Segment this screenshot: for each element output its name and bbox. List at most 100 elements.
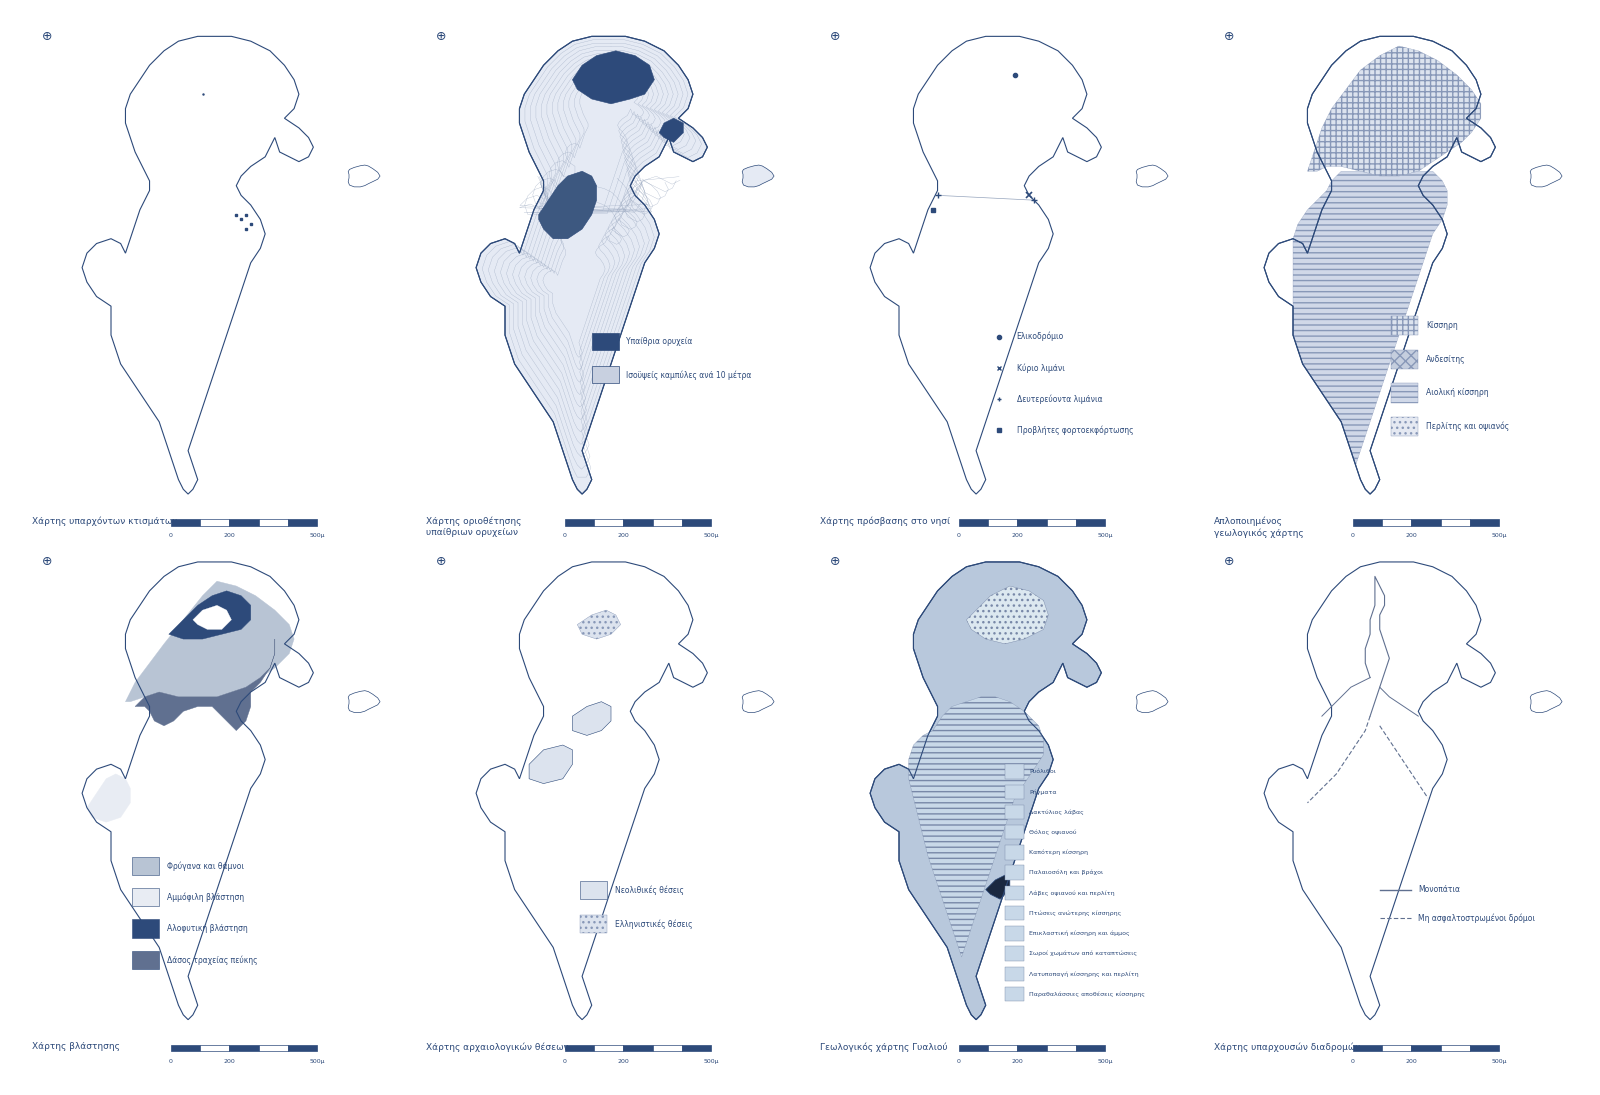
Bar [1005,764,1024,779]
Text: Χάρτης βλάστησης: Χάρτης βλάστησης [32,1042,120,1051]
Text: Χάρτης υπαρχόντων κτισμάτων: Χάρτης υπαρχόντων κτισμάτων [32,517,178,527]
Polygon shape [477,562,707,1019]
Polygon shape [539,171,597,239]
Text: Αλοφυτική βλάστηση: Αλοφυτική βλάστηση [166,924,248,933]
Text: Λάβες οψιανού και περλίτη: Λάβες οψιανού και περλίτη [1029,890,1115,896]
Polygon shape [349,165,381,187]
Text: 200: 200 [618,1059,629,1064]
Text: ⊕: ⊕ [435,30,446,43]
Text: Σωροί χωμάτων από καταπτώσεις: Σωροί χωμάτων από καταπτώσεις [1029,950,1138,956]
Text: ⊕: ⊕ [830,30,840,43]
Text: Γεωλογικός χάρτης Γυαλιού: Γεωλογικός χάρτης Γυαλιού [819,1042,947,1052]
Bar [1005,886,1024,900]
Polygon shape [659,118,683,142]
Bar [1005,946,1024,961]
Polygon shape [125,581,294,702]
Polygon shape [578,610,621,639]
Polygon shape [966,586,1048,644]
Bar [133,888,158,907]
Polygon shape [194,606,232,630]
Polygon shape [349,691,381,713]
Text: 200: 200 [618,533,629,539]
Text: Ισοϋψείς καμπύλες ανά 10 μέτρα: Ισοϋψείς καμπύλες ανά 10 μέτρα [627,370,752,380]
Text: Λατυποπαγή κίσσηρης και περλίτη: Λατυποπαγή κίσσηρης και περλίτη [1029,971,1139,977]
Polygon shape [742,691,774,713]
Polygon shape [909,696,1043,957]
Polygon shape [170,591,251,639]
Text: Ρήγματα: Ρήγματα [1029,789,1056,795]
Polygon shape [573,702,611,736]
Text: Ρυόλιθοι: Ρυόλιθοι [1029,769,1056,774]
Bar [1392,417,1418,436]
Text: 500μ: 500μ [1098,533,1114,539]
Polygon shape [530,745,573,784]
Bar [133,920,158,937]
Bar [1005,784,1024,799]
Text: ⊕: ⊕ [1224,30,1235,43]
Text: 500μ: 500μ [1491,1059,1507,1064]
Bar [1005,967,1024,981]
Text: Προβλήτες φορτοεκφόρτωσης: Προβλήτες φορτοεκφόρτωσης [1016,426,1133,435]
Bar [1005,865,1024,880]
Text: Υπαίθρια ορυχεία: Υπαίθρια ορυχεία [627,337,693,346]
Polygon shape [82,36,314,494]
Bar [1392,383,1418,403]
Text: Απλοποιημένος
γεωλογικός χάρτης: Απλοποιημένος γεωλογικός χάρτης [1214,517,1304,538]
Text: 200: 200 [1011,533,1024,539]
Bar [1005,845,1024,860]
Text: 0: 0 [957,533,960,539]
Text: 500μ: 500μ [704,533,718,539]
Text: Ανδεσίτης: Ανδεσίτης [1426,355,1466,364]
Text: 200: 200 [1405,1059,1418,1064]
Bar [1392,349,1418,369]
Text: 200: 200 [224,1059,235,1064]
Text: 0: 0 [168,1059,173,1064]
Text: ⊕: ⊕ [830,555,840,568]
Text: 0: 0 [957,1059,960,1064]
Text: Φρύγανα και θάμνοι: Φρύγανα και θάμνοι [166,862,243,871]
Bar [133,856,158,875]
Polygon shape [1530,691,1562,713]
Bar [1005,805,1024,819]
Bar [1005,987,1024,1001]
Polygon shape [870,562,1101,1019]
Bar [1392,315,1418,335]
Text: Ελικοδρόμιο: Ελικοδρόμιο [1016,332,1064,342]
Polygon shape [1264,562,1496,1019]
Polygon shape [477,36,707,494]
Text: 200: 200 [1011,1059,1024,1064]
Text: Επικλαστική κίσσηρη και άμμος: Επικλαστική κίσσηρη και άμμος [1029,931,1130,936]
Text: Δακτύλιος λάβας: Δακτύλιος λάβας [1029,809,1083,815]
Text: ⊕: ⊕ [1224,555,1235,568]
Text: Καπότερη κίσσηρη: Καπότερη κίσσηρη [1029,850,1088,855]
Text: Πτώσεις ανώτερης κίσσηρης: Πτώσεις ανώτερης κίσσηρης [1029,910,1122,915]
Text: 200: 200 [224,533,235,539]
Polygon shape [1307,46,1482,176]
Text: Παραθαλάσσιες αποθέσεις κίσσηρης: Παραθαλάσσιες αποθέσεις κίσσηρης [1029,991,1146,996]
Bar [1005,906,1024,921]
Text: 0: 0 [168,533,173,539]
Text: Περλίτης και οψιανός: Περλίτης και οψιανός [1426,422,1509,431]
Bar [592,333,619,349]
Polygon shape [870,36,1101,494]
Text: Χάρτης οριοθέτησης
υπαίθριων ορυχείων: Χάρτης οριοθέτησης υπαίθριων ορυχείων [426,517,522,538]
Polygon shape [1293,171,1446,465]
Text: 0: 0 [563,1059,566,1064]
Bar [592,367,619,383]
Text: Νεολιθικές θέσεις: Νεολιθικές θέσεις [614,886,683,895]
Text: 500μ: 500μ [1491,533,1507,539]
Text: Χάρτης πρόσβασης στο νησί: Χάρτης πρόσβασης στο νησί [819,517,950,527]
Text: 500μ: 500μ [309,533,325,539]
Text: Ελληνιστικές θέσεις: Ελληνιστικές θέσεις [614,919,693,929]
Text: Δάσος τραχείας πεύκης: Δάσος τραχείας πεύκης [166,955,258,965]
Text: 500μ: 500μ [1098,1059,1114,1064]
Polygon shape [573,50,654,104]
Text: 0: 0 [1350,533,1355,539]
Polygon shape [986,875,1010,899]
Polygon shape [1136,165,1168,187]
Polygon shape [134,639,275,730]
Text: 200: 200 [1405,533,1418,539]
Text: Κίσσηρη: Κίσσηρη [1426,321,1458,330]
Text: 0: 0 [563,533,566,539]
Text: Κύριο λιμάνι: Κύριο λιμάνι [1016,364,1064,372]
